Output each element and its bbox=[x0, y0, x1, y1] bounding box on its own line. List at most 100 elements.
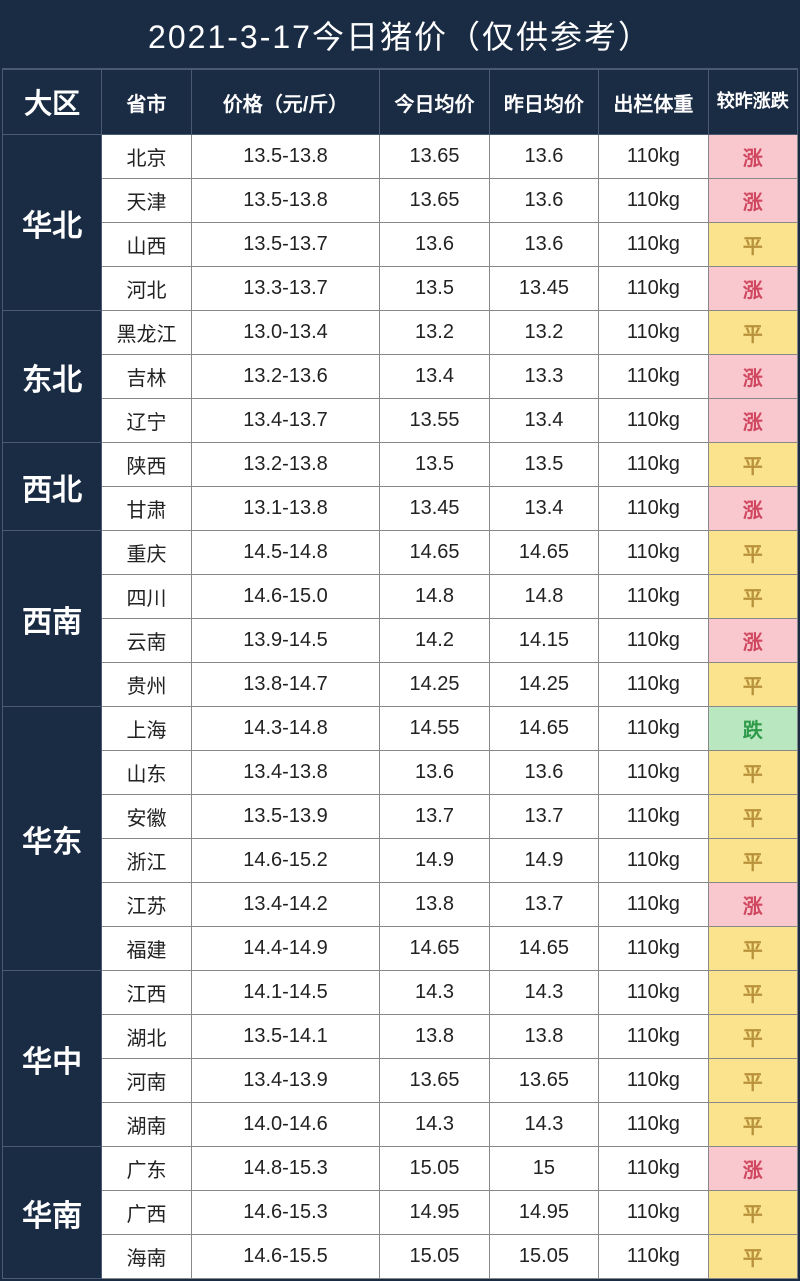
province-cell: 辽宁 bbox=[102, 399, 191, 443]
province-cell: 山西 bbox=[102, 223, 191, 267]
table-row: 西南重庆14.5-14.814.6514.65110kg平 bbox=[3, 531, 798, 575]
today-avg-cell: 14.25 bbox=[380, 663, 489, 707]
table-row: 河南13.4-13.913.6513.65110kg平 bbox=[3, 1059, 798, 1103]
price-range-cell: 13.4-13.7 bbox=[191, 399, 380, 443]
yesterday-avg-cell: 13.6 bbox=[489, 223, 598, 267]
trend-cell: 平 bbox=[708, 223, 797, 267]
province-cell: 河南 bbox=[102, 1059, 191, 1103]
table-row: 福建14.4-14.914.6514.65110kg平 bbox=[3, 927, 798, 971]
col-weight: 出栏体重 bbox=[599, 70, 708, 135]
yesterday-avg-cell: 14.65 bbox=[489, 707, 598, 751]
today-avg-cell: 13.6 bbox=[380, 751, 489, 795]
price-range-cell: 13.1-13.8 bbox=[191, 487, 380, 531]
trend-cell: 涨 bbox=[708, 487, 797, 531]
province-cell: 山东 bbox=[102, 751, 191, 795]
weight-cell: 110kg bbox=[599, 839, 708, 883]
today-avg-cell: 14.55 bbox=[380, 707, 489, 751]
trend-cell: 平 bbox=[708, 311, 797, 355]
trend-cell: 平 bbox=[708, 443, 797, 487]
weight-cell: 110kg bbox=[599, 883, 708, 927]
col-yesterday-avg: 昨日均价 bbox=[489, 70, 598, 135]
table-row: 河北13.3-13.713.513.45110kg涨 bbox=[3, 267, 798, 311]
yesterday-avg-cell: 14.8 bbox=[489, 575, 598, 619]
price-range-cell: 14.6-15.0 bbox=[191, 575, 380, 619]
trend-cell: 平 bbox=[708, 839, 797, 883]
col-trend: 较昨涨跌 bbox=[708, 70, 797, 135]
region-cell: 东北 bbox=[3, 311, 102, 443]
weight-cell: 110kg bbox=[599, 1147, 708, 1191]
yesterday-avg-cell: 13.7 bbox=[489, 883, 598, 927]
yesterday-avg-cell: 13.6 bbox=[489, 135, 598, 179]
weight-cell: 110kg bbox=[599, 707, 708, 751]
table-title: 2021-3-17今日猪价（仅供参考） bbox=[2, 2, 798, 69]
province-cell: 河北 bbox=[102, 267, 191, 311]
province-cell: 广西 bbox=[102, 1191, 191, 1235]
region-cell: 华中 bbox=[3, 971, 102, 1147]
province-cell: 陕西 bbox=[102, 443, 191, 487]
today-avg-cell: 13.5 bbox=[380, 443, 489, 487]
table-row: 华中江西14.1-14.514.314.3110kg平 bbox=[3, 971, 798, 1015]
weight-cell: 110kg bbox=[599, 1191, 708, 1235]
trend-cell: 平 bbox=[708, 795, 797, 839]
price-range-cell: 13.5-13.9 bbox=[191, 795, 380, 839]
province-cell: 重庆 bbox=[102, 531, 191, 575]
trend-cell: 平 bbox=[708, 1191, 797, 1235]
yesterday-avg-cell: 13.5 bbox=[489, 443, 598, 487]
price-range-cell: 13.4-14.2 bbox=[191, 883, 380, 927]
col-province: 省市 bbox=[102, 70, 191, 135]
trend-cell: 涨 bbox=[708, 619, 797, 663]
table-row: 山东13.4-13.813.613.6110kg平 bbox=[3, 751, 798, 795]
weight-cell: 110kg bbox=[599, 619, 708, 663]
province-cell: 安徽 bbox=[102, 795, 191, 839]
table-row: 浙江14.6-15.214.914.9110kg平 bbox=[3, 839, 798, 883]
region-cell: 华南 bbox=[3, 1147, 102, 1279]
table-row: 江苏13.4-14.213.813.7110kg涨 bbox=[3, 883, 798, 927]
price-range-cell: 13.5-13.8 bbox=[191, 135, 380, 179]
table-body: 华北北京13.5-13.813.6513.6110kg涨天津13.5-13.81… bbox=[3, 135, 798, 1279]
today-avg-cell: 14.9 bbox=[380, 839, 489, 883]
today-avg-cell: 14.8 bbox=[380, 575, 489, 619]
yesterday-avg-cell: 14.25 bbox=[489, 663, 598, 707]
today-avg-cell: 13.7 bbox=[380, 795, 489, 839]
yesterday-avg-cell: 15.05 bbox=[489, 1235, 598, 1279]
table-row: 贵州13.8-14.714.2514.25110kg平 bbox=[3, 663, 798, 707]
weight-cell: 110kg bbox=[599, 355, 708, 399]
province-cell: 上海 bbox=[102, 707, 191, 751]
table-row: 华北北京13.5-13.813.6513.6110kg涨 bbox=[3, 135, 798, 179]
price-range-cell: 13.0-13.4 bbox=[191, 311, 380, 355]
trend-cell: 平 bbox=[708, 971, 797, 1015]
trend-cell: 平 bbox=[708, 575, 797, 619]
table-row: 辽宁13.4-13.713.5513.4110kg涨 bbox=[3, 399, 798, 443]
table-row: 华东上海14.3-14.814.5514.65110kg跌 bbox=[3, 707, 798, 751]
yesterday-avg-cell: 14.65 bbox=[489, 927, 598, 971]
trend-cell: 平 bbox=[708, 927, 797, 971]
table-row: 海南14.6-15.515.0515.05110kg平 bbox=[3, 1235, 798, 1279]
province-cell: 浙江 bbox=[102, 839, 191, 883]
table-row: 东北黑龙江13.0-13.413.213.2110kg平 bbox=[3, 311, 798, 355]
today-avg-cell: 15.05 bbox=[380, 1235, 489, 1279]
table-row: 华南广东14.8-15.315.0515110kg涨 bbox=[3, 1147, 798, 1191]
price-range-cell: 14.6-15.3 bbox=[191, 1191, 380, 1235]
yesterday-avg-cell: 13.4 bbox=[489, 487, 598, 531]
weight-cell: 110kg bbox=[599, 971, 708, 1015]
price-range-cell: 13.8-14.7 bbox=[191, 663, 380, 707]
price-range-cell: 13.2-13.6 bbox=[191, 355, 380, 399]
trend-cell: 涨 bbox=[708, 1147, 797, 1191]
region-cell: 华东 bbox=[3, 707, 102, 971]
province-cell: 江西 bbox=[102, 971, 191, 1015]
yesterday-avg-cell: 13.8 bbox=[489, 1015, 598, 1059]
today-avg-cell: 13.6 bbox=[380, 223, 489, 267]
province-cell: 广东 bbox=[102, 1147, 191, 1191]
today-avg-cell: 13.5 bbox=[380, 267, 489, 311]
weight-cell: 110kg bbox=[599, 487, 708, 531]
yesterday-avg-cell: 14.3 bbox=[489, 971, 598, 1015]
province-cell: 江苏 bbox=[102, 883, 191, 927]
today-avg-cell: 14.2 bbox=[380, 619, 489, 663]
trend-cell: 平 bbox=[708, 1015, 797, 1059]
trend-cell: 跌 bbox=[708, 707, 797, 751]
province-cell: 贵州 bbox=[102, 663, 191, 707]
weight-cell: 110kg bbox=[599, 443, 708, 487]
weight-cell: 110kg bbox=[599, 575, 708, 619]
table-row: 西北陕西13.2-13.813.513.5110kg平 bbox=[3, 443, 798, 487]
price-range-cell: 13.9-14.5 bbox=[191, 619, 380, 663]
